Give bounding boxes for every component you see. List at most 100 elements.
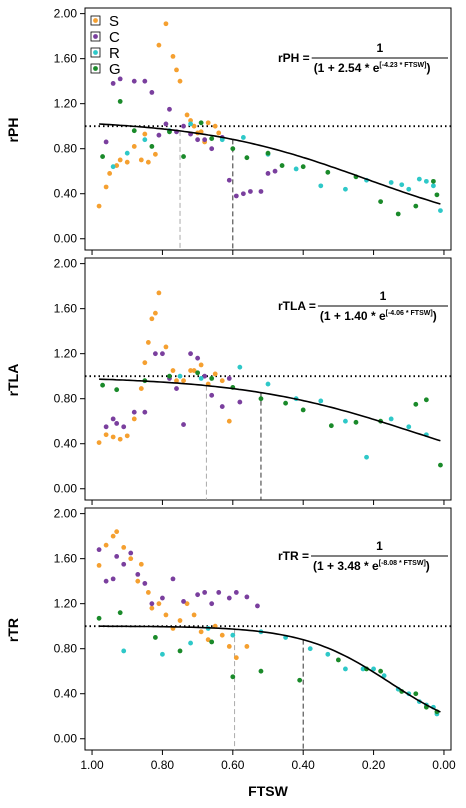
data-point-C [152,351,158,357]
data-point-S [149,316,155,322]
data-point-G [100,154,105,159]
data-point-S [226,418,232,424]
data-point-S [205,120,211,126]
data-point-S [110,434,116,440]
x-tick-label: 0.00 [432,758,456,772]
data-point-G [413,401,419,407]
data-point-C [195,137,201,143]
data-point-R [230,632,236,638]
data-point-S [135,578,141,584]
data-point-S [131,416,137,422]
legend-label: R [109,45,120,62]
fit-curve [99,123,441,205]
data-point-C [117,76,123,82]
data-point-S [177,618,183,623]
data-point-G [431,178,436,184]
data-point-R [423,178,429,184]
data-point-S [96,440,102,445]
data-point-R [110,164,116,170]
data-point-S [219,632,225,638]
data-point-S [212,123,218,129]
data-point-G [230,146,236,152]
data-point-C [233,590,239,595]
data-point-S [131,144,137,149]
plot-frame [84,7,452,251]
data-point-R [188,121,193,127]
y-tick-label: 2.00 [54,7,78,21]
data-point-C [103,424,109,430]
data-point-C [226,177,232,183]
den-post: ) [426,559,430,573]
data-point-R [198,376,204,381]
data-point-R [237,364,243,370]
data-point-G [198,120,204,126]
data-point-C [219,404,225,409]
data-point-C [240,191,246,197]
data-point-R [416,176,422,182]
legend-marker-C [93,34,98,39]
den-post: ) [433,309,437,323]
data-point-C [216,590,222,595]
data-point-G [335,657,341,663]
legend-marker-G [93,66,98,71]
equation-lhs: rTR = [278,549,309,563]
data-point-R [160,651,165,657]
den-exponent: [-4.23 * FTSW] [379,62,426,69]
y-tick-label: 0.40 [54,687,78,701]
data-point-S [212,371,218,377]
data-point-G [100,382,105,388]
data-point-C [170,576,176,582]
data-point-G [438,462,443,468]
data-point-S [110,533,116,539]
data-point-S [216,130,222,136]
data-point-G [149,144,155,149]
data-point-S [170,54,176,59]
data-point-S [156,42,162,48]
data-point-R [371,666,376,672]
data-point-G [117,99,123,104]
data-point-R [388,180,394,185]
data-point-G [423,397,429,403]
y-tick-label: 2.00 [54,257,78,271]
data-point-G [297,677,303,683]
data-point-C [110,576,116,582]
data-point-C [258,189,264,194]
data-point-S [163,21,169,27]
data-point-C [110,416,116,422]
data-point-G [96,615,102,621]
data-point-C [110,81,116,86]
data-point-C [244,594,250,600]
data-point-R [364,454,369,460]
data-point-G [209,136,215,141]
data-point-S [188,118,193,123]
data-point-S [107,171,113,176]
y-tick-label: 1.60 [54,302,78,316]
data-point-C [237,399,243,405]
data-point-R [406,186,412,192]
panel-rph: 0.00 0.40 0.80 1.20 1.60 2.00 rPH rPH = 1 (1 + 2… [5,7,452,255]
equation-denominator: (1 + 2.54 * e[-4.23 * FTSW]) [314,61,431,75]
data-point-C [142,581,148,586]
data-point-S [138,386,144,391]
data-point-S [174,67,179,73]
data-point-G [230,674,236,680]
data-point-S [103,184,109,190]
data-point-S [244,644,250,649]
data-point-S [124,433,130,439]
data-point-C [188,351,193,357]
data-point-C [233,193,239,199]
data-point-C [195,592,201,598]
data-point-R [343,666,348,672]
x-tick-label: 0.20 [362,758,386,772]
data-point-S [163,612,169,618]
series-R [121,626,440,717]
data-point-C [181,422,186,427]
data-point-R [293,166,299,172]
data-point-S [191,612,197,618]
data-point-G [131,128,137,134]
data-point-R [265,381,271,387]
series-R [110,121,443,214]
data-point-S [149,605,155,611]
data-point-R [431,183,436,189]
